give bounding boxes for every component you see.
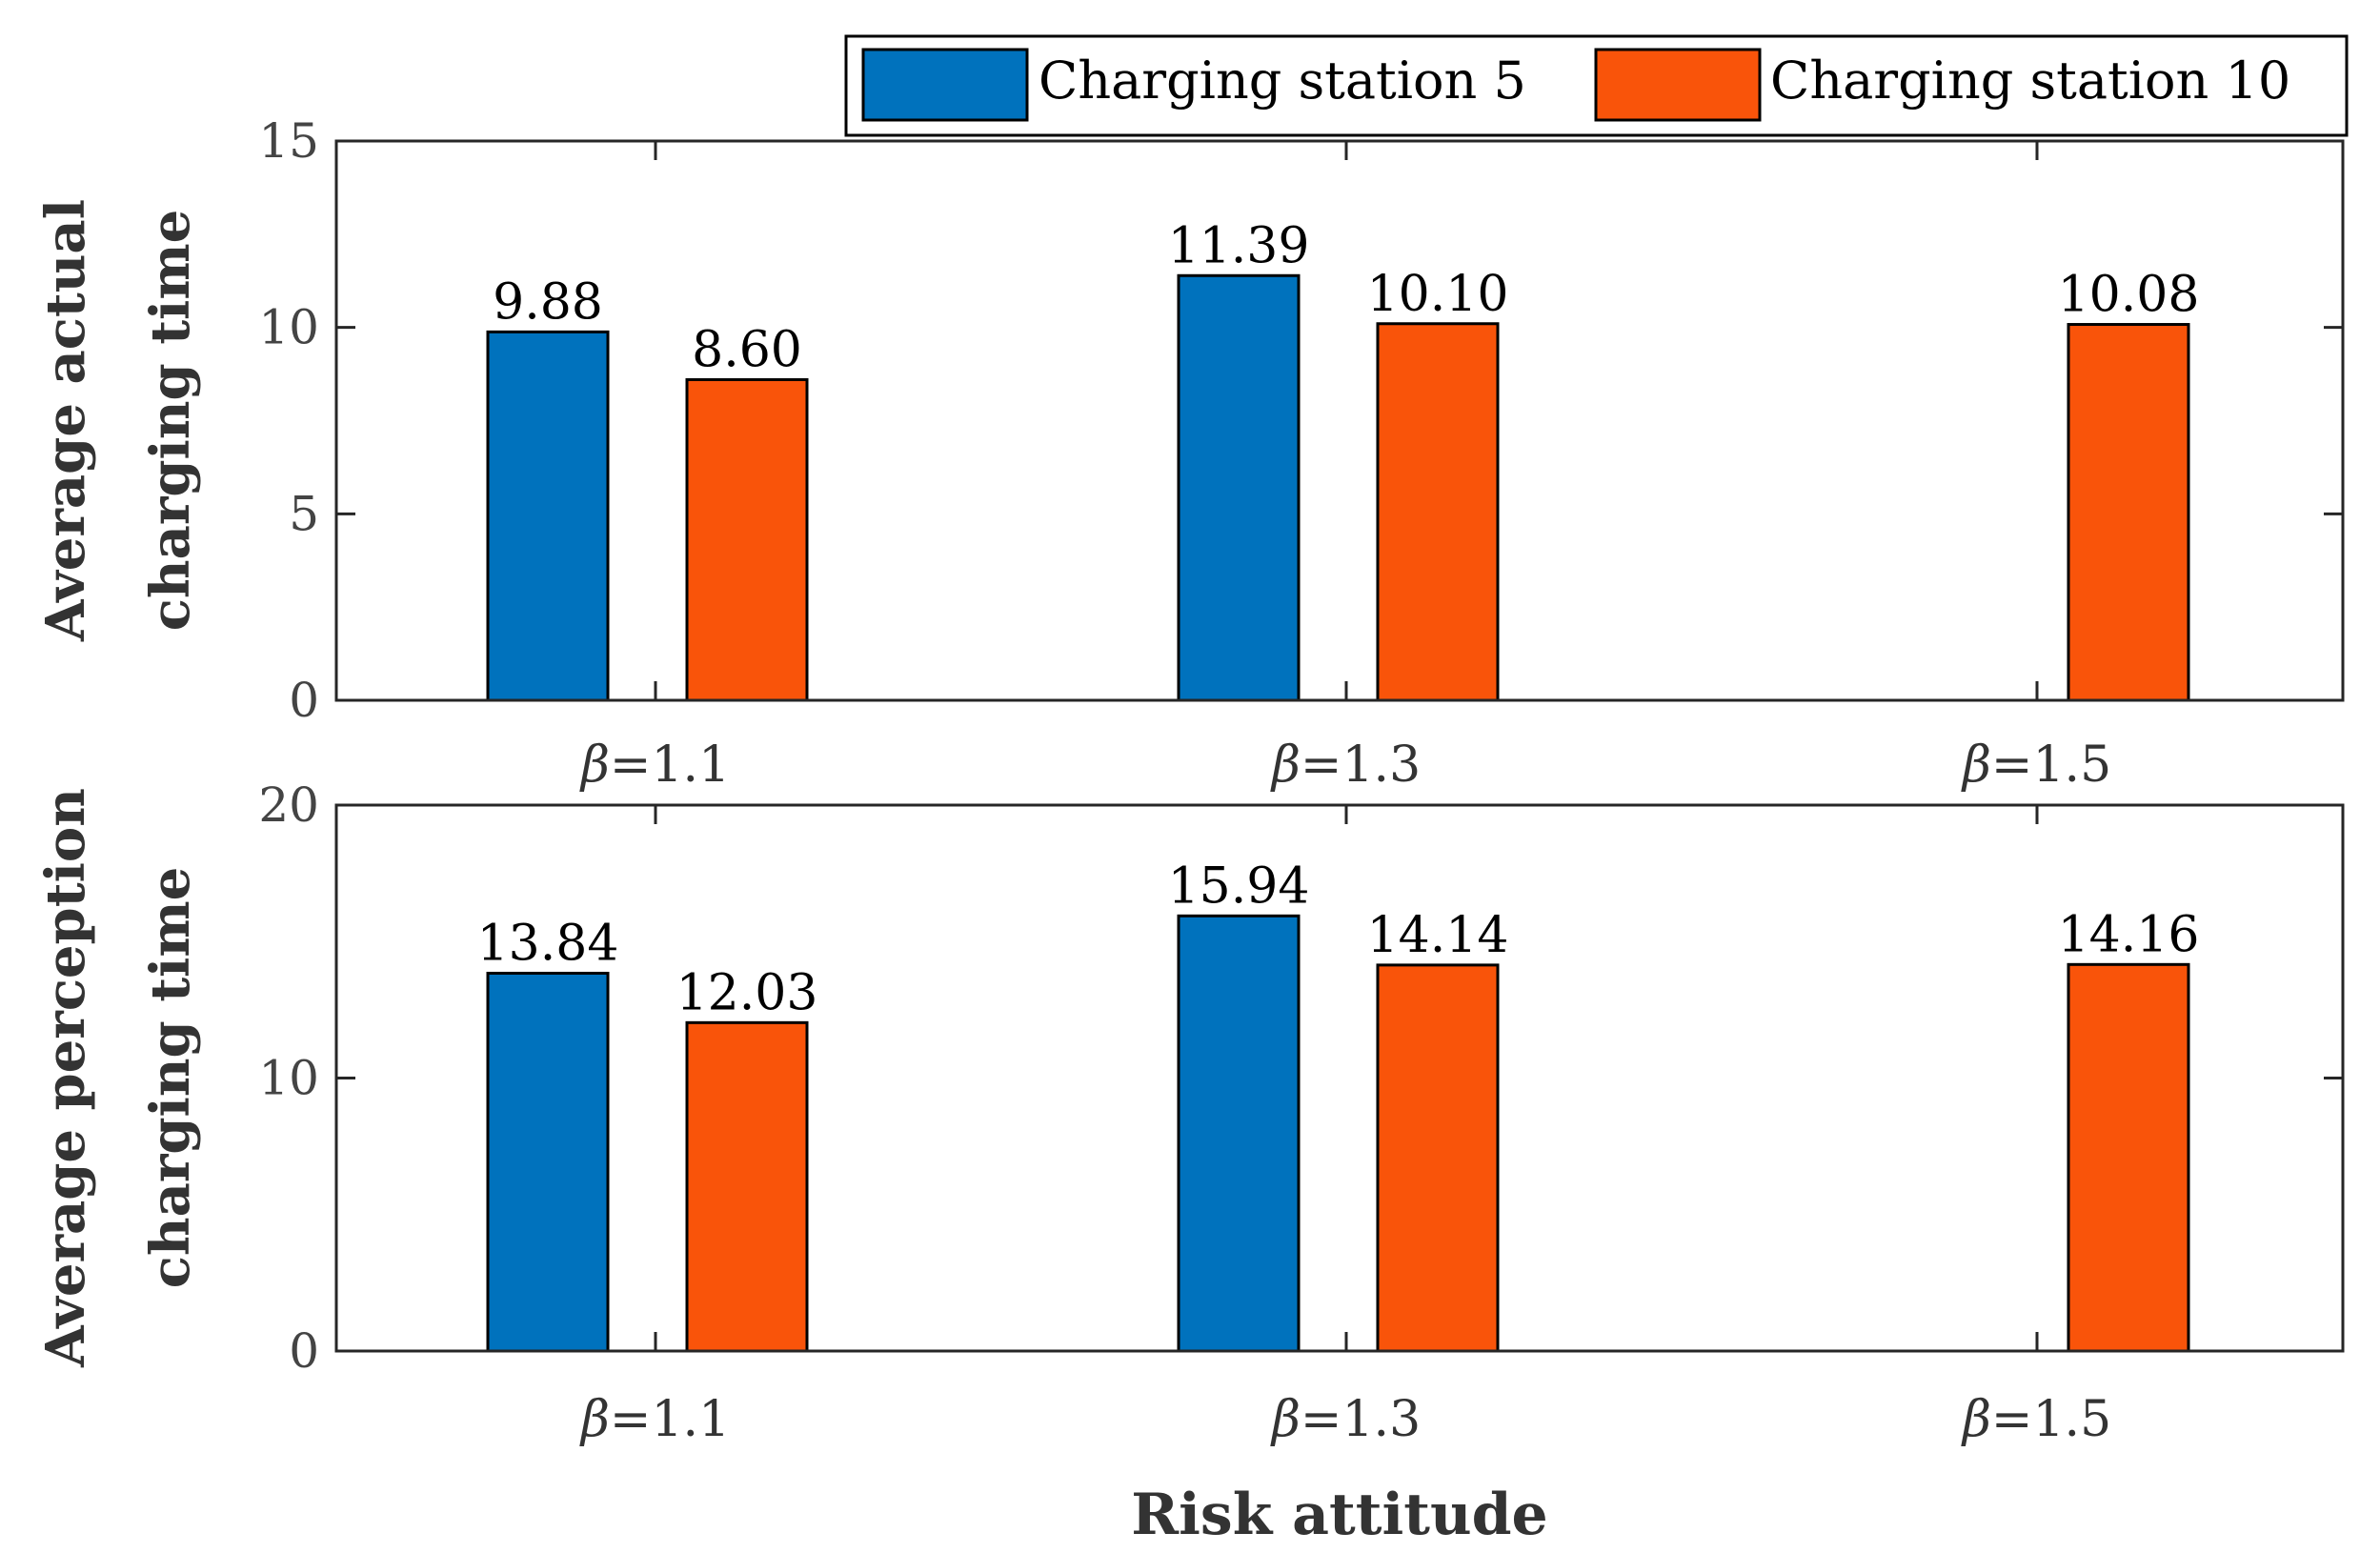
bottom-panel-data-label: 12.03 — [676, 964, 818, 1021]
top-panel-data-label: 10.08 — [2058, 267, 2200, 324]
top-panel-ytick-label: 10 — [258, 300, 319, 355]
bottom-panel-ytick-label: 10 — [258, 1051, 319, 1106]
bottom-panel-axes-box — [334, 803, 2345, 1353]
bottom-panel-ytick-label: 0 — [289, 1323, 319, 1379]
beta-symbol: β — [1270, 736, 1301, 794]
bottom-panel-ticks — [336, 803, 2343, 1353]
bottom-panel-ylabel-line-2: charging time — [139, 867, 202, 1288]
top-panel-axes-box — [334, 139, 2345, 702]
bottom-panel-data-label: 14.16 — [2058, 906, 2200, 963]
top-panel-ytick-label: 5 — [289, 486, 319, 541]
bottom-panel-bar-series-2 — [1376, 963, 1500, 1353]
top-panel-data-label: 11.39 — [1168, 217, 1310, 274]
beta-symbol: β — [1961, 1391, 1991, 1448]
bottom-panel-bars — [486, 914, 2190, 1353]
bottom-panel-tick-labels: 0 10 20 — [258, 777, 319, 1379]
bottom-panel-data-label: 14.14 — [1367, 907, 1509, 964]
bottom-panel-data-label: 13.84 — [477, 915, 619, 972]
top-panel-data-label: 10.10 — [1367, 266, 1509, 323]
top-panel-ylabel-line-1: Average actual — [34, 199, 97, 642]
legend: Charging station 5 Charging station 10 — [844, 34, 2349, 137]
beta-symbol: β — [579, 1391, 610, 1448]
legend-label-station-10: Charging station 10 — [1770, 50, 2290, 111]
top-panel-category-label: β=1.5 — [1961, 736, 2111, 794]
top-panel-ytick-label: 0 — [289, 673, 319, 728]
bottom-panel-ytick-label: 20 — [258, 777, 319, 833]
bottom-panel-bar-series-2 — [2067, 962, 2190, 1353]
bottom-panel-data-label: 15.94 — [1168, 857, 1310, 915]
bottom-panel-bar-series-1 — [486, 971, 610, 1353]
category-value: =1.5 — [1991, 1391, 2111, 1448]
bottom-panel-data-labels: 13.84 15.94 12.03 14.14 14.16 — [477, 857, 2200, 1021]
legend-swatch-station-10 — [1594, 48, 1762, 122]
bottom-panel-ylabel-line-1: Average perception — [34, 788, 97, 1368]
beta-symbol: β — [579, 736, 610, 794]
top-panel-category-labels: β=1.1 β=1.3 β=1.5 — [579, 736, 2111, 794]
category-value: =1.5 — [1991, 736, 2111, 794]
legend-swatch-station-5 — [861, 48, 1029, 122]
legend-label-station-5: Charging station 5 — [1039, 50, 1526, 111]
beta-symbol: β — [1961, 736, 1991, 794]
top-panel-bar-series-2 — [2067, 323, 2190, 702]
category-value: =1.3 — [1301, 736, 1421, 794]
beta-symbol: β — [1270, 1391, 1301, 1448]
top-panel-bar-series-2 — [685, 377, 809, 702]
bottom-panel-category-label: β=1.5 — [1961, 1391, 2111, 1448]
top-panel-data-label: 8.60 — [692, 321, 802, 378]
bottom-panel-bar-series-2 — [685, 1020, 809, 1353]
top-panel-data-labels: 9.88 11.39 8.60 10.10 10.08 — [493, 217, 2199, 378]
bottom-panel-category-label: β=1.3 — [1270, 1391, 1421, 1448]
top-panel-bars — [486, 273, 2190, 702]
top-panel-bar-series-1 — [1177, 273, 1301, 702]
bottom-panel-bar-series-1 — [1177, 914, 1301, 1353]
category-value: =1.1 — [610, 736, 730, 794]
top-panel-ytick-label: 15 — [258, 113, 319, 169]
category-value: =1.1 — [610, 1391, 730, 1448]
top-panel-ylabel-line-2: charging time — [139, 210, 202, 631]
top-panel-ticks — [336, 139, 2343, 702]
top-panel-bar-series-1 — [486, 330, 610, 702]
top-panel-data-label: 9.88 — [493, 273, 603, 331]
top-panel-tick-labels: 0 5 10 15 — [258, 113, 319, 728]
top-panel-category-label: β=1.1 — [579, 736, 730, 794]
category-value: =1.3 — [1301, 1391, 1421, 1448]
x-axis-title: Risk attitude — [1131, 1482, 1547, 1548]
top-panel-category-label: β=1.3 — [1270, 736, 1421, 794]
top-panel-bar-series-2 — [1376, 322, 1500, 702]
bottom-panel-category-labels: β=1.1 β=1.3 β=1.5 — [579, 1391, 2111, 1448]
bottom-panel-category-label: β=1.1 — [579, 1391, 730, 1448]
